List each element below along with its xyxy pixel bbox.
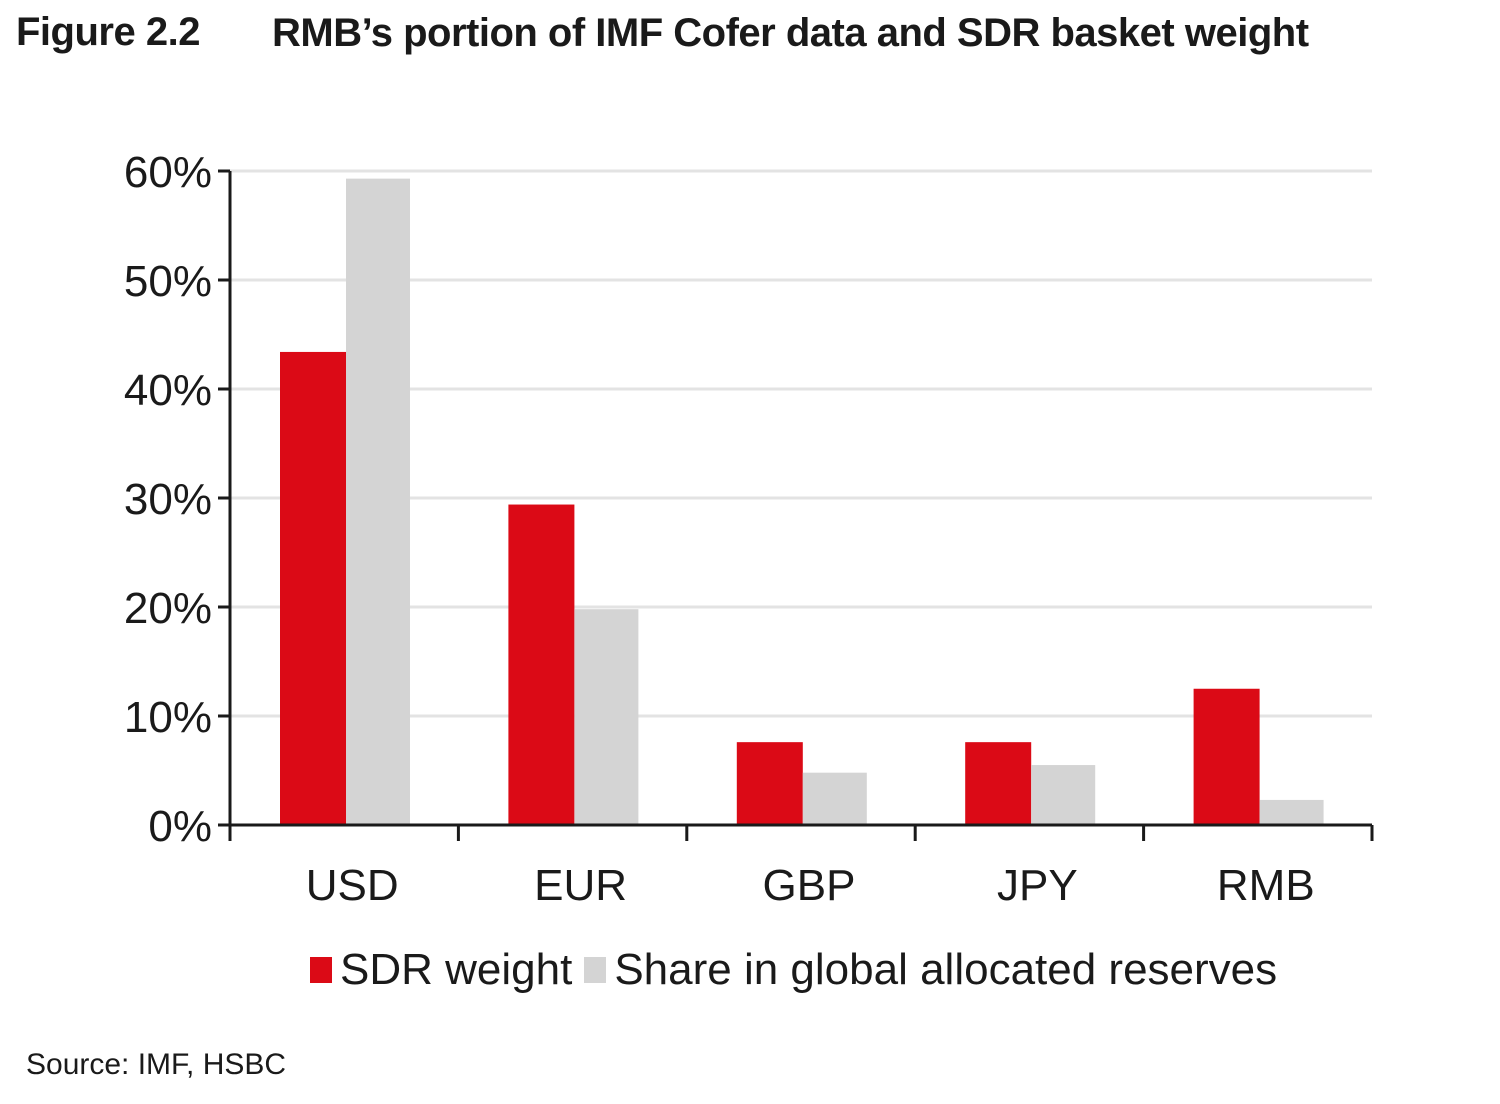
bar-usd-sdr-weight (280, 351, 346, 825)
legend-label-share-reserves: Share in global allocated reserves (614, 945, 1278, 994)
x-tick-label: GBP (763, 861, 856, 910)
legend-item-share-reserves: Share in global allocated reserves (584, 945, 1277, 995)
x-tick-label: RMB (1217, 861, 1315, 910)
y-tick-label: 60% (124, 148, 212, 197)
legend-label-sdr-weight: SDR weight (340, 945, 573, 994)
bar-eur-sdr-weight (508, 504, 575, 825)
y-tick-label: 20% (124, 584, 212, 633)
bar-gbp-sdr-weight (736, 742, 803, 825)
x-tick-label: USD (306, 861, 399, 910)
x-tick-label: EUR (534, 861, 627, 910)
bar-gbp-share-reserves (802, 772, 867, 825)
x-tick-label: JPY (997, 861, 1078, 910)
y-tick-label: 10% (124, 693, 212, 742)
legend: SDR weight Share in global allocated res… (310, 945, 1289, 995)
legend-swatch-sdr-weight (310, 957, 332, 983)
figure-title: RMB’s portion of IMF Cofer data and SDR … (272, 11, 1309, 55)
y-tick-label: 0% (148, 802, 212, 851)
bar-jpy-sdr-weight (965, 742, 1032, 825)
bar-rmb-sdr-weight (1193, 688, 1260, 825)
y-tick-label: 50% (124, 257, 212, 306)
y-tick-label: 30% (124, 475, 212, 524)
figure-label: Figure 2.2 (16, 10, 200, 54)
bar-usd-share-reserves (346, 178, 410, 825)
bar-jpy-share-reserves (1031, 765, 1096, 825)
bar-rmb-share-reserves (1259, 799, 1324, 825)
legend-swatch-share-reserves (584, 957, 607, 983)
y-tick-label: 40% (124, 366, 212, 415)
legend-item-sdr-weight: SDR weight (310, 945, 572, 995)
source-note: Source: IMF, HSBC (26, 1048, 287, 1081)
bar-eur-share-reserves (574, 609, 639, 825)
